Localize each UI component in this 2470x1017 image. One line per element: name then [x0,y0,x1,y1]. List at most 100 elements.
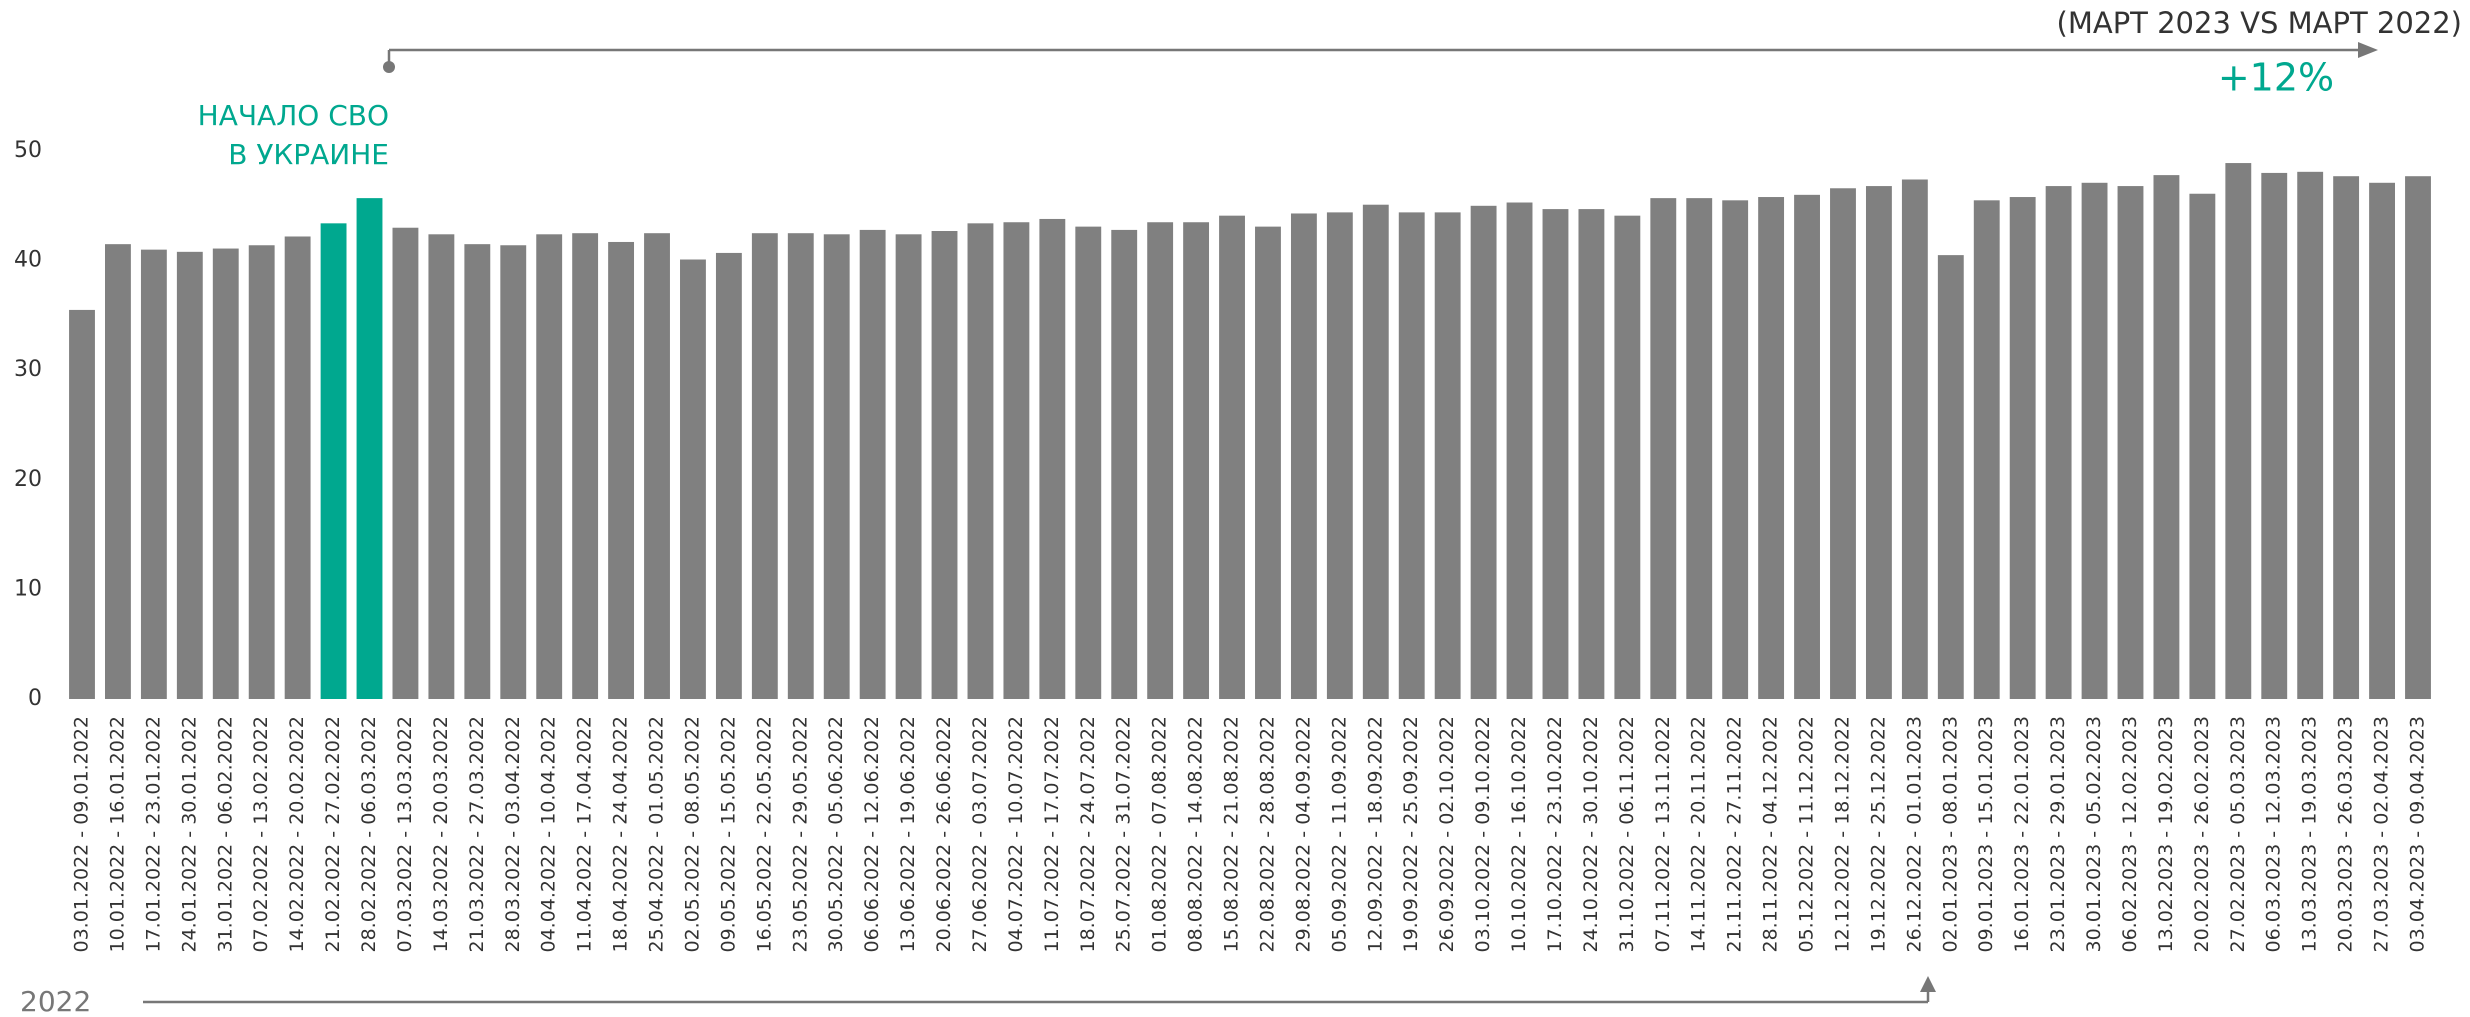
annotation: НАЧАЛО СВО [198,99,389,132]
x-tick-label: 28.02.2022 - 06.03.2022 [358,716,380,953]
x-tick-label: 18.07.2022 - 24.07.2022 [1077,716,1099,953]
x-tick-label: 03.01.2022 - 09.01.2022 [71,716,93,953]
x-tick-label: 07.02.2022 - 13.02.2022 [250,716,272,953]
bar [644,233,670,699]
bar [1506,202,1533,699]
y-tick-label: 10 [14,576,42,601]
bar [1219,215,1245,699]
x-tick-label: 24.10.2022 - 30.10.2022 [1580,716,1602,953]
x-tick-label: 24.01.2022 - 30.01.2022 [178,716,200,953]
x-tick-label: 12.12.2022 - 18.12.2022 [1831,716,1853,953]
bar [2405,176,2431,699]
bar [1686,198,1713,700]
x-tick-label: 28.03.2022 - 03.04.2022 [502,716,524,953]
bar [1650,198,1677,700]
bar [212,248,239,699]
bar [428,234,455,699]
annotation: 2022 [20,985,91,1017]
bar [1794,194,1820,699]
bar [1722,200,1749,699]
x-tick-label: 17.01.2022 - 23.01.2022 [142,716,164,953]
x-tick-label: 25.04.2022 - 01.05.2022 [646,716,668,953]
bar [1147,222,1174,700]
x-tick-label: 21.11.2022 - 27.11.2022 [1724,716,1746,953]
bar [284,236,311,699]
year-arrow-head [1920,976,1936,992]
x-tick-label: 15.08.2022 - 21.08.2022 [1221,716,1243,953]
x-tick-label: 06.06.2022 - 12.06.2022 [861,716,883,953]
x-tick-label: 30.05.2022 - 05.06.2022 [825,716,847,953]
bar [1111,229,1138,700]
bar [1758,197,1785,700]
x-tick-label: 06.02.2023 - 12.02.2023 [2119,716,2141,953]
x-tick-label: 01.08.2022 - 07.08.2022 [1149,716,1171,953]
x-tick-label: 04.04.2022 - 10.04.2022 [538,716,560,953]
x-tick-label: 07.03.2022 - 13.03.2022 [394,716,416,953]
y-tick-label: 30 [14,357,42,382]
x-tick-label: 28.11.2022 - 04.12.2022 [1760,716,1782,953]
x-tick-label: 11.04.2022 - 17.04.2022 [574,716,596,953]
bar [680,259,706,699]
x-tick-label: 05.12.2022 - 11.12.2022 [1796,716,1818,953]
bar [1075,226,1102,699]
bar [1470,205,1497,700]
x-tick-label: 02.01.2023 - 08.01.2023 [1939,716,1961,953]
bar [69,309,95,699]
bar [1290,213,1317,700]
bar [2189,193,2216,699]
bar [176,251,203,699]
y-tick-label: 0 [28,686,42,711]
bar [500,245,527,700]
bar [823,234,850,699]
x-tick-label: 26.09.2022 - 02.10.2022 [1436,716,1458,953]
x-tick-label: 23.01.2023 - 29.01.2023 [2047,716,2069,953]
x-tick-label: 20.02.2023 - 26.02.2023 [2191,716,2213,953]
x-tick-label: 30.01.2023 - 05.02.2023 [2083,716,2105,953]
bar [2261,172,2288,700]
x-tick-label: 10.01.2022 - 16.01.2022 [106,716,128,953]
x-tick-label: 26.12.2022 - 01.01.2023 [1903,716,1925,953]
bar [2297,171,2324,700]
bar [1255,226,1281,699]
x-tick-label: 14.11.2022 - 20.11.2022 [1688,716,1710,953]
bar [608,241,635,699]
x-tick-label: 31.10.2022 - 06.11.2022 [1616,716,1638,953]
bar [1830,188,1856,700]
x-tick-label: 13.06.2022 - 19.06.2022 [897,716,919,953]
annotation: (МАРТ 2023 VS МАРТ 2022) [2057,6,2462,40]
y-tick-label: 50 [14,138,42,163]
x-tick-label: 22.08.2022 - 28.08.2022 [1256,716,1278,953]
x-tick-label: 03.10.2022 - 09.10.2022 [1472,716,1494,953]
x-tick-label: 08.08.2022 - 14.08.2022 [1185,716,1207,953]
bar [2117,186,2144,699]
bar [1901,179,1928,700]
bar [895,234,922,699]
bar [967,223,994,699]
bar [464,244,491,699]
x-tick-label: 18.04.2022 - 24.04.2022 [610,716,632,953]
x-tick-label: 07.11.2022 - 13.11.2022 [1652,716,1674,953]
bar [105,244,131,699]
bar [1183,222,1210,700]
bar [1865,186,1892,699]
bar [2369,182,2395,699]
x-tick-label: 02.05.2022 - 08.05.2022 [681,716,703,953]
bar [1614,215,1641,699]
x-tick-label: 23.05.2022 - 29.05.2022 [789,716,811,953]
bar [2081,182,2108,699]
bar [2045,186,2072,699]
period-arrow-dot [383,61,395,73]
bar [536,234,563,699]
x-tick-label: 10.10.2022 - 16.10.2022 [1508,716,1530,953]
x-tick-label: 14.03.2022 - 20.03.2022 [430,716,452,953]
bar [1973,200,2000,699]
x-tick-label: 09.05.2022 - 15.05.2022 [717,716,739,953]
x-tick-label: 13.03.2023 - 19.03.2023 [2299,716,2321,953]
bar [356,198,383,700]
x-tick-label: 11.07.2022 - 17.07.2022 [1041,716,1063,953]
bar [787,233,814,699]
bar [931,231,958,699]
bar [2225,163,2252,699]
bar [1039,218,1066,699]
